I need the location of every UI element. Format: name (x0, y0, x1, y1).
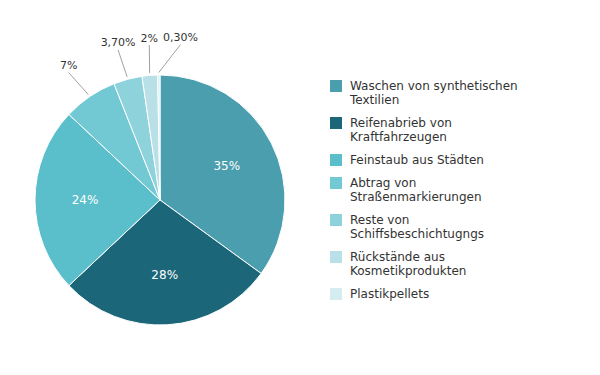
legend-item: Rückstände ausKosmetikprodukten (330, 250, 466, 278)
legend-item: Reste vonSchiffsbeschichtugngs (330, 213, 484, 241)
legend-swatch (330, 288, 342, 300)
legend-label: Plastikpellets (350, 287, 429, 301)
data-label: 35% (213, 159, 240, 173)
legend-swatch (330, 154, 342, 166)
slices (35, 75, 285, 325)
legend-item: Reifenabrieb vonKraftfahrzeugen (330, 116, 452, 144)
data-label: 2% (141, 32, 158, 45)
legend-label-line: Feinstaub aus Städten (350, 153, 484, 167)
leader-line (149, 45, 150, 73)
legend-label: Rückstände ausKosmetikprodukten (350, 250, 466, 278)
leader-line (159, 45, 181, 73)
legend-swatch (330, 214, 342, 226)
data-label: 24% (72, 193, 99, 207)
legend-label-line: Rückstände aus (350, 250, 445, 264)
legend-label-line: Kraftfahrzeugen (350, 130, 447, 144)
legend-swatch (330, 80, 342, 92)
legend-label-line: Straßenmarkierungen (350, 190, 482, 204)
data-label: 0,30% (163, 31, 198, 44)
legend-item: Plastikpellets (330, 287, 429, 301)
legend: Waschen von synthetischenTextilien Reifen… (330, 79, 518, 301)
legend-swatch (330, 251, 342, 263)
legend-label-line: Waschen von synthetischen (350, 79, 518, 93)
legend-swatch (330, 177, 342, 189)
legend-label: Abtrag vonStraßenmarkierungen (350, 176, 482, 204)
data-label: 7% (60, 59, 77, 72)
data-label: 28% (151, 268, 178, 282)
legend-item: Abtrag vonStraßenmarkierungen (330, 176, 482, 204)
pie-slice (142, 75, 160, 200)
legend-swatch (330, 117, 342, 129)
legend-label-line: Abtrag von (350, 176, 416, 190)
legend-label-line: Plastikpellets (350, 287, 429, 301)
legend-label-line: Reste von (350, 213, 409, 227)
legend-label-line: Textilien (349, 93, 399, 107)
legend-item: Waschen von synthetischenTextilien (330, 79, 518, 107)
legend-label: Reste vonSchiffsbeschichtugngs (350, 213, 484, 241)
data-labels: 35% 28% 24% 7% 3,70% 2% 0,30% (60, 31, 240, 282)
pie-slice (158, 75, 160, 200)
leader-line (118, 50, 127, 77)
legend-label-line: Schiffsbeschichtugngs (350, 227, 484, 241)
legend-label: Feinstaub aus Städten (350, 153, 484, 167)
chart: 35% 28% 24% 7% 3,70% 2% 0,30% Waschen von synth… (0, 0, 600, 375)
legend-label: Reifenabrieb vonKraftfahrzeugen (350, 116, 452, 144)
legend-item: Feinstaub aus Städten (330, 153, 484, 167)
legend-label: Waschen von synthetischenTextilien (349, 79, 518, 107)
leader-line (69, 73, 89, 95)
data-label: 3,70% (101, 36, 136, 49)
legend-label-line: Kosmetikprodukten (350, 264, 466, 278)
legend-label-line: Reifenabrieb von (350, 116, 452, 130)
